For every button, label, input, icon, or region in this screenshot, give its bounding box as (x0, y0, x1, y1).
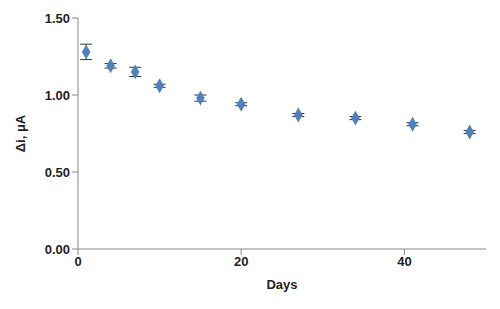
svg-text:20: 20 (234, 254, 248, 269)
svg-text:0.50: 0.50 (45, 165, 70, 180)
svg-text:Days: Days (266, 277, 297, 292)
svg-text:1.50: 1.50 (45, 11, 70, 26)
svg-text:40: 40 (397, 254, 411, 269)
svg-text:0.00: 0.00 (45, 242, 70, 257)
svg-text:Δi, μA: Δi, μA (13, 114, 28, 152)
svg-text:1.00: 1.00 (45, 88, 70, 103)
svg-text:0: 0 (74, 254, 81, 269)
